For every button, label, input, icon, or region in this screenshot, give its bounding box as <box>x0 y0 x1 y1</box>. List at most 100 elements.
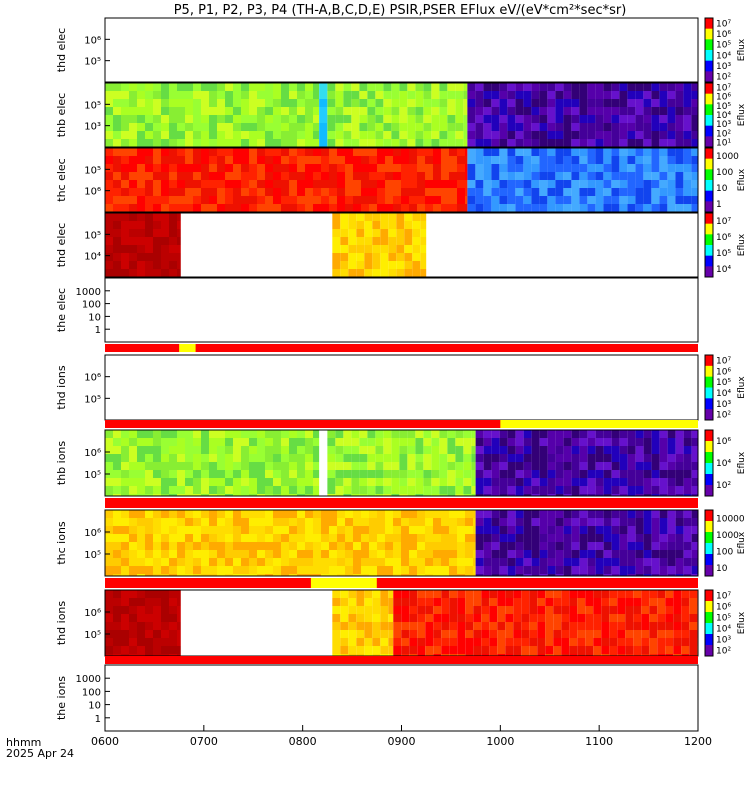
thc_elec-cell <box>651 164 660 172</box>
thb_elec-cell <box>359 123 368 131</box>
thc_elec-cell <box>555 156 564 164</box>
thd_ions-cell <box>641 606 650 614</box>
thd_elec-cell <box>129 261 137 269</box>
thb_elec-cell <box>233 99 241 107</box>
thb_elec-cell <box>327 115 336 123</box>
thd_ions-cell <box>521 590 530 598</box>
thc_elec-cell <box>233 188 241 196</box>
thb_elec-cell <box>439 107 448 115</box>
thc_elec-cell <box>305 164 313 172</box>
tha_ions-ytick-label: 10⁶ <box>84 373 101 384</box>
thd_elec-cell <box>113 261 121 269</box>
thd_ions-cell <box>169 614 177 622</box>
thb_elec-cell <box>523 107 532 115</box>
thb_elec-cell <box>571 115 580 123</box>
thb_ions-cell <box>471 478 476 486</box>
thd_ions-cell <box>561 614 570 622</box>
thd_elec-cell <box>169 213 177 221</box>
thc_elec-cell <box>675 204 684 212</box>
thc_elec-cell <box>659 196 668 204</box>
thb_elec-cell <box>627 91 636 99</box>
thd_ions-cell <box>129 622 137 630</box>
thc_ions-cell <box>483 510 492 518</box>
thc_elec-cell <box>571 148 580 156</box>
thc_ions-cell <box>603 558 612 566</box>
thd_ions-cell <box>161 630 169 638</box>
thb_ions-frame <box>104 429 699 497</box>
thb_elec-cell <box>399 91 408 99</box>
thd_ions-cell <box>529 646 538 654</box>
thb_elec-cell <box>327 139 336 147</box>
thb_elec-cell <box>289 99 297 107</box>
thd_ions-cell <box>380 590 389 598</box>
thb_elec-cell <box>367 115 376 123</box>
thc_ions-cell <box>161 518 169 526</box>
thc_elec-cell <box>385 204 393 212</box>
thb_elec-cell <box>467 115 476 123</box>
thc_elec-cell <box>433 180 441 188</box>
thc_elec-cell <box>321 196 329 204</box>
thb_ions-cell <box>507 494 516 496</box>
thc_ions-cell <box>361 542 369 550</box>
thc_ions-cell <box>635 534 644 542</box>
thc_elec-cell <box>587 148 596 156</box>
thb_ions-cell <box>471 486 476 494</box>
thc_elec-cell <box>417 180 425 188</box>
thc_elec-cell <box>675 172 684 180</box>
thc_ions-cell <box>433 534 441 542</box>
thb_ions-cell <box>643 438 652 446</box>
thd_ions-cell <box>657 646 666 654</box>
thc_elec-cell <box>563 188 572 196</box>
thc_elec-cell <box>409 148 417 156</box>
thb_ions-cell <box>257 446 265 454</box>
thd_elec-cell <box>372 253 381 261</box>
thd_ions-cell <box>489 638 498 646</box>
thd_ions-cell <box>145 622 153 630</box>
thb_elec-cell <box>603 107 612 115</box>
thc_elec-cell <box>531 204 540 212</box>
thc_ions-cell <box>643 566 652 574</box>
thd_ions-cell <box>545 622 554 630</box>
thd_elec-cell <box>356 237 365 245</box>
thd_elec-cell <box>332 237 341 245</box>
thc_elec-cell <box>659 180 668 188</box>
thd_ions-cell <box>372 614 381 622</box>
thb_ions-cell <box>327 470 336 478</box>
thd_ions-colorbar-tick: 10² <box>716 647 731 657</box>
thc_elec-cell <box>491 180 500 188</box>
thb_elec-cell <box>499 115 508 123</box>
thb_ions-colorbar-tick: 10⁴ <box>716 459 731 469</box>
thc_ions-cell <box>153 558 161 566</box>
tha_elec-colorbar-band <box>705 60 713 72</box>
thd_elec-cell <box>396 245 405 253</box>
thc_ions-cell <box>515 558 524 566</box>
thc_elec-cell <box>515 164 524 172</box>
thc_ions-cell <box>401 526 409 534</box>
thc_elec-cell <box>555 172 564 180</box>
thc_ions-cell <box>635 550 644 558</box>
thc_elec-cell <box>289 188 297 196</box>
thd_ions-cell <box>473 654 482 656</box>
thb_elec-cell <box>563 91 572 99</box>
thb_elec-cell <box>627 115 636 123</box>
thb_elec-cell <box>319 83 328 91</box>
thb_ions-cell <box>121 478 129 486</box>
thd_ions-cell <box>449 654 458 656</box>
thb_ions-cell <box>483 454 492 462</box>
thd_elec-cell <box>129 213 137 221</box>
status-bar-red <box>105 420 698 428</box>
thd_elec-cell <box>380 229 389 237</box>
thd_ions-cell <box>393 654 402 656</box>
thb_elec-cell <box>431 83 440 91</box>
thb_ions-cell <box>351 478 360 486</box>
thc_ions-cell <box>595 558 604 566</box>
thb_ions-cell <box>635 478 644 486</box>
thc_ions-cell <box>539 550 548 558</box>
thc_elec-cell <box>113 204 121 212</box>
thc_elec-cell <box>483 172 492 180</box>
thd_ions-cell <box>401 646 410 654</box>
thd_ions-cell <box>113 622 121 630</box>
thd_ions-cell <box>689 638 698 646</box>
thc_ions-cell <box>209 566 217 574</box>
